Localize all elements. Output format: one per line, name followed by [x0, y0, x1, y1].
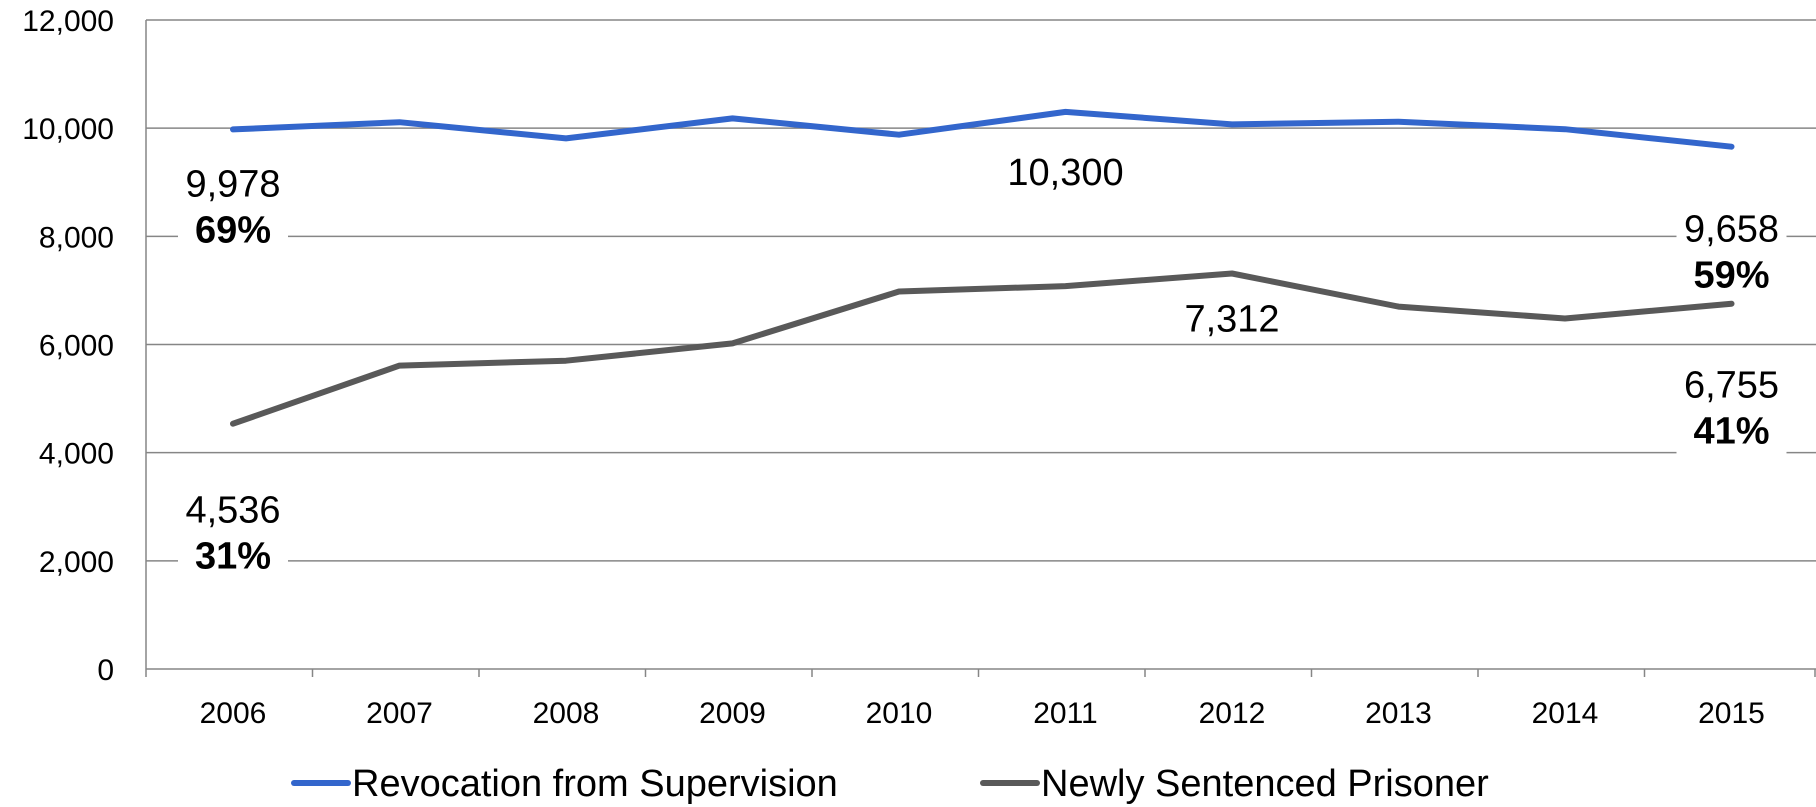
series-line-0	[230, 108, 1735, 150]
series-line-1	[230, 270, 1735, 427]
x-tick-label: 2006	[200, 697, 267, 730]
x-tick-label: 2010	[866, 697, 933, 730]
x-tick-label: 2012	[1199, 697, 1266, 730]
data-label-value: 7,312	[1184, 299, 1279, 341]
y-tick-label: 4,000	[39, 438, 114, 471]
legend: Revocation from Supervision Newly Sentenc…	[291, 763, 1489, 805]
data-label-value: 10,300	[1007, 152, 1123, 194]
legend-label: Revocation from Supervision	[352, 763, 838, 805]
y-tick-label: 6,000	[39, 330, 114, 363]
data-label-background	[1177, 293, 1287, 342]
data-label-value: 4,536	[185, 490, 280, 532]
data-label-background	[1676, 203, 1787, 300]
data-label-value: 9,978	[185, 163, 280, 205]
gridlines	[146, 19, 1816, 562]
data-label-percent: 69%	[195, 209, 271, 251]
axes: 0 2,000 4,000 6,000 8,000 10,000 12,000 2006 200…	[22, 5, 1816, 730]
y-tick-label: 10,000	[22, 113, 114, 146]
data-label-percent: 59%	[1693, 255, 1769, 297]
x-tick-label: 2014	[1532, 697, 1599, 730]
data-label-value: 9,658	[1684, 209, 1779, 251]
y-tick-label: 8,000	[39, 221, 114, 254]
y-tick-label: 12,000	[22, 5, 114, 38]
x-tick-label: 2013	[1365, 697, 1432, 730]
data-label-value: 6,755	[1684, 365, 1779, 407]
y-tick-label: 0	[97, 654, 114, 687]
series-lines	[230, 108, 1735, 427]
data-label-background	[178, 158, 288, 255]
data-label-background	[1010, 146, 1121, 195]
x-tick-label: 2009	[699, 697, 766, 730]
data-label-background	[1676, 359, 1787, 456]
x-tick-label: 2011	[1033, 697, 1098, 730]
data-label-percent: 31%	[195, 536, 271, 578]
x-tick-label: 2015	[1698, 697, 1765, 730]
x-tick-label: 2007	[366, 697, 433, 730]
x-tick-label: 2008	[533, 697, 600, 730]
legend-label: Newly Sentenced Prisoner	[1041, 763, 1489, 805]
data-label-background	[178, 484, 288, 581]
data-label-percent: 41%	[1693, 411, 1769, 453]
y-tick-label: 2,000	[39, 546, 114, 579]
